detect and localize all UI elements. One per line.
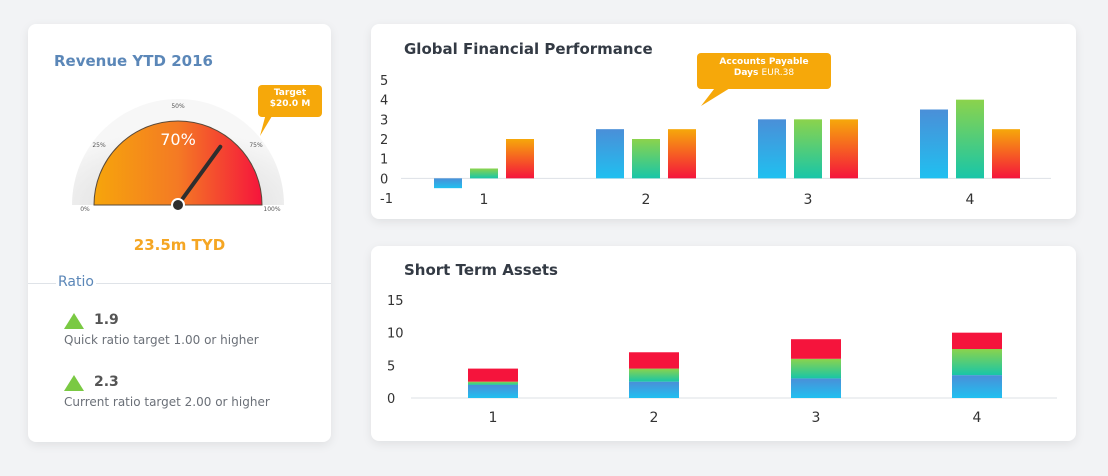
stack-series3-cat3 (791, 339, 841, 359)
bar-series1-cat2 (596, 129, 624, 179)
bar-series2-cat1 (470, 168, 498, 179)
scale-label-75: 75% (249, 142, 263, 149)
bar-series2-cat2 (632, 139, 660, 179)
bar-series1-cat3 (758, 119, 786, 179)
ap-callout-line2: Days EUR.38 (697, 68, 831, 79)
x-tick-label: 2 (642, 192, 651, 208)
accounts-payable-callout: Accounts Payable Days EUR.38 (697, 53, 831, 89)
bar-series2-cat3 (794, 119, 822, 179)
gauge-fill (93, 120, 263, 206)
ratio-divider (28, 283, 331, 284)
bar-series3-cat1 (506, 139, 534, 179)
ratio-label: Ratio (56, 274, 96, 290)
stack-series3-cat4 (952, 332, 1002, 349)
x-tick-label: 3 (804, 192, 813, 208)
target-callout: Target $20.0 M (258, 85, 322, 117)
x-tick-label: 1 (480, 192, 489, 208)
gauge-percent: 70% (160, 130, 196, 149)
gauge-needle (176, 144, 223, 207)
ratio-value: 2.3 (94, 374, 119, 390)
stack-series3-cat2 (629, 352, 679, 369)
performance-title: Global Financial Performance (404, 40, 653, 58)
ap-callout-amount: EUR.38 (761, 68, 795, 78)
bar-series3-cat2 (668, 129, 696, 179)
y-tick-label: 15 (387, 294, 404, 309)
up-triangle-icon (64, 313, 84, 329)
y-tick-label: -1 (380, 192, 393, 207)
y-tick-label: 0 (387, 392, 395, 407)
x-tick-label: 1 (489, 410, 498, 426)
performance-card: Global Financial Performance 5 4 3 2 1 0 -1 1 2 3… (371, 24, 1076, 219)
gauge-hub (171, 198, 185, 212)
assets-chart: 15 10 5 0 1 2 3 4 (387, 294, 1057, 426)
bar-series1-cat4 (920, 109, 948, 179)
revenue-title: Revenue YTD 2016 (54, 52, 213, 70)
ratio-desc: Current ratio target 2.00 or higher (64, 395, 270, 409)
y-tick-label: 0 (380, 172, 388, 187)
bar-series3-cat4 (992, 129, 1020, 179)
bar-series3-cat3 (830, 119, 858, 179)
performance-chart: 5 4 3 2 1 0 -1 1 2 3 4 (380, 74, 1051, 208)
stack-series2-cat4 (952, 349, 1002, 376)
stack-series1-cat4 (952, 375, 1002, 398)
assets-title: Short Term Assets (404, 261, 558, 279)
scale-label-100: 100% (263, 206, 280, 213)
x-tick-label: 4 (966, 192, 975, 208)
x-tick-label: 3 (812, 410, 821, 426)
y-tick-label: 10 (387, 327, 404, 342)
revenue-value: 23.5m TYD (133, 236, 226, 254)
stack-series3-cat1 (468, 368, 518, 382)
scale-label-50: 50% (171, 103, 185, 110)
assets-card: Short Term Assets 15 10 5 0 1 2 3 4 (371, 246, 1076, 441)
y-tick-label: 5 (387, 359, 395, 374)
target-callout-line1: Target (273, 88, 307, 98)
scale-label-0: 0% (80, 206, 90, 213)
stack-series2-cat3 (791, 358, 841, 379)
stack-series1-cat2 (629, 381, 679, 398)
stack-series1-cat3 (791, 378, 841, 398)
stack-series2-cat1 (468, 381, 518, 385)
scale-label-25: 25% (92, 142, 106, 149)
y-tick-label: 5 (380, 74, 388, 89)
ap-callout-days: Days (733, 68, 759, 78)
stack-series2-cat2 (629, 368, 679, 382)
stack-series1-cat1 (468, 384, 518, 398)
bar-series2-cat4 (956, 99, 984, 179)
x-tick-label: 2 (650, 410, 659, 426)
bar-series1-cat1 (434, 178, 462, 189)
ratio-value: 1.9 (94, 312, 119, 328)
x-tick-label: 4 (973, 410, 982, 426)
y-tick-label: 3 (380, 113, 388, 128)
up-triangle-icon (64, 375, 84, 391)
target-callout-line2: $20.0 M (269, 99, 311, 109)
revenue-gauge: 70% 0% 25% 50% 75% 100% (72, 99, 284, 213)
revenue-card: Revenue YTD 2016 70% 0% 25% 50% 75% 100%… (28, 24, 331, 442)
y-tick-label: 1 (380, 153, 388, 168)
ap-callout-line1: Accounts Payable (719, 57, 809, 67)
y-tick-label: 4 (380, 94, 388, 109)
ratio-desc: Quick ratio target 1.00 or higher (64, 333, 259, 347)
y-tick-label: 2 (380, 133, 388, 148)
